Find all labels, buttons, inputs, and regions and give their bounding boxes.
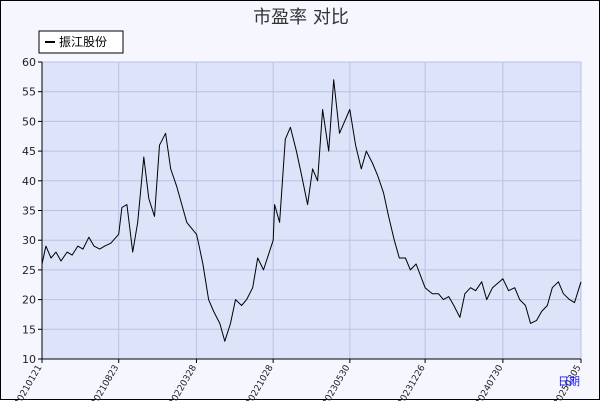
x-tick-label: 20220328 (167, 363, 199, 401)
y-tick-label: 45 (22, 145, 36, 158)
legend: 振江股份 (39, 31, 123, 53)
y-tick-label: 55 (22, 86, 36, 99)
x-tick-label: 20240730 (474, 363, 506, 401)
y-tick-label: 50 (22, 115, 36, 128)
y-tick-label: 40 (22, 175, 36, 188)
x-tick-label: 20221028 (244, 363, 276, 401)
x-tick-label: 20231226 (396, 363, 428, 401)
x-axis-ticks: 20210121 20210823 20220328 20221028 20230530… (13, 359, 584, 401)
x-tick-label: 20210823 (90, 364, 122, 401)
legend-label: 振江股份 (59, 35, 107, 49)
x-axis-label: 日期 (558, 375, 580, 388)
chart-title: 市盈率 对比 (253, 7, 349, 28)
y-tick-label: 30 (22, 234, 36, 247)
y-tick-label: 35 (22, 205, 36, 218)
x-tick-label: 20230530 (321, 363, 353, 401)
y-tick-label: 25 (22, 264, 36, 277)
y-tick-label: 15 (22, 323, 36, 336)
y-tick-label: 10 (22, 353, 36, 366)
x-tick-label: 20210121 (13, 364, 45, 401)
y-tick-label: 60 (22, 56, 36, 69)
y-axis-ticks: 10 15 20 25 30 35 40 45 50 55 60 (22, 56, 42, 366)
y-tick-label: 20 (22, 294, 36, 307)
